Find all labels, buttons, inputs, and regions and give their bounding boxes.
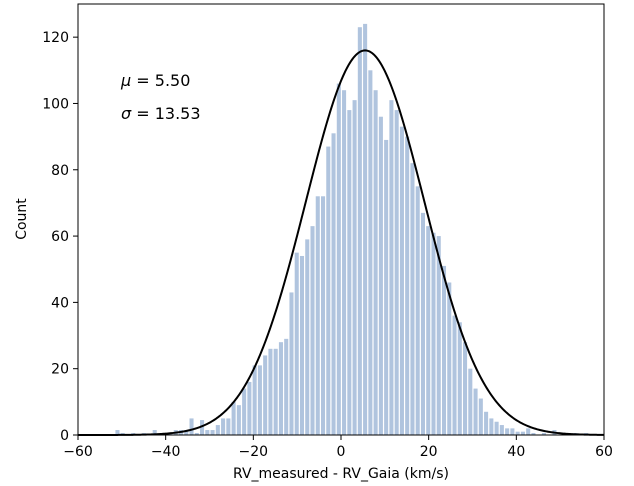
histogram-bar (415, 186, 420, 435)
histogram-bar (478, 398, 483, 435)
histogram-bar (347, 110, 352, 435)
x-tick-label: −60 (63, 444, 93, 460)
y-axis-ticks: 0 20 40 60 80 100 120 (42, 30, 78, 444)
x-tick-label: 0 (337, 444, 346, 460)
histogram-bar (310, 226, 315, 435)
sigma-symbol: σ (121, 104, 132, 123)
histogram-bar (373, 90, 378, 435)
histogram-bar (510, 428, 515, 435)
histogram-bar (284, 338, 289, 435)
x-tick-label: 60 (595, 444, 613, 460)
histogram-bar (252, 365, 257, 435)
histogram-bar (394, 110, 399, 435)
histogram-bar (468, 368, 473, 435)
histogram-bar (526, 428, 531, 435)
mu-annotation: μ = 5.50 (120, 71, 190, 90)
histogram-bar (289, 292, 294, 435)
gaussian-fit-curve (78, 49, 604, 436)
histogram-bar (242, 388, 247, 435)
histogram-bar (431, 232, 436, 435)
x-axis-label: RV_measured - RV_Gaia (km/s) (233, 466, 449, 482)
histogram-bar (420, 212, 425, 435)
sigma-annotation: σ = 13.53 (121, 104, 201, 123)
histogram-bar (342, 90, 347, 435)
plot-frame (77, 3, 605, 436)
histogram-bar (363, 23, 368, 435)
histogram-bar (426, 226, 431, 435)
sigma-value: = 13.53 (131, 104, 200, 123)
y-axis-label: Count (14, 198, 30, 240)
histogram-bar (447, 282, 452, 435)
histogram-bar (210, 430, 215, 435)
histogram-bar (352, 100, 357, 436)
histogram-bar (399, 126, 404, 436)
histogram-bar (368, 70, 373, 435)
histogram-bar (515, 431, 520, 435)
y-tick-label: 80 (51, 163, 69, 179)
histogram-bar (541, 433, 546, 435)
histogram-bar (247, 381, 252, 435)
histogram-bar (405, 136, 410, 435)
x-tick-label: −20 (239, 444, 269, 460)
histogram-bar (226, 418, 231, 435)
histogram-bar (221, 418, 226, 435)
histogram-bar (389, 100, 394, 436)
x-tick-label: 40 (507, 444, 525, 460)
y-tick-label: 100 (42, 96, 69, 112)
histogram-bar (215, 425, 220, 435)
histogram-bar (200, 420, 205, 435)
histogram-bar (505, 428, 510, 435)
histogram-bar (194, 433, 199, 435)
histogram-bar (263, 355, 268, 435)
histogram-bar (357, 27, 362, 436)
x-axis-ticks: −60 −40 −20 0 20 40 60 (63, 435, 613, 460)
histogram-bar (184, 430, 189, 435)
histogram-bar (205, 430, 210, 435)
histogram-bar (231, 401, 236, 435)
histogram-bar (257, 365, 262, 435)
histogram-bar (189, 418, 194, 435)
histogram-bar (336, 83, 341, 435)
histogram-bar (152, 430, 157, 435)
histogram-bars (115, 23, 589, 436)
x-tick-label: −40 (151, 444, 181, 460)
histogram-bar (326, 146, 331, 435)
histogram-bar (115, 430, 120, 435)
histogram-bar (321, 196, 326, 435)
histogram-bar (410, 163, 415, 435)
histogram-bar (236, 405, 241, 435)
histogram-bar (473, 388, 478, 435)
histogram-bar (489, 418, 494, 435)
histogram-bar (305, 239, 310, 435)
histogram-bar (315, 196, 320, 435)
histogram-bar (278, 342, 283, 435)
histogram-bar (457, 322, 462, 435)
histogram-bar (499, 425, 504, 435)
histogram-bar (520, 431, 525, 435)
x-tick-label: 20 (420, 444, 438, 460)
histogram-bar (484, 411, 489, 435)
y-tick-label: 120 (42, 30, 69, 46)
mu-value: = 5.50 (131, 71, 190, 90)
y-tick-label: 0 (60, 428, 69, 444)
histogram-bar (268, 348, 273, 435)
histogram-bar (436, 236, 441, 435)
histogram-bar (452, 315, 457, 435)
histogram-bar (294, 252, 299, 435)
histogram-bar (463, 342, 468, 435)
histogram-bar (273, 348, 278, 435)
histogram-bar (441, 265, 447, 435)
histogram-bar (378, 116, 383, 435)
histogram-bar (531, 433, 536, 435)
y-tick-label: 20 (51, 362, 69, 378)
y-tick-label: 60 (51, 229, 69, 245)
histogram-bar (384, 139, 389, 435)
histogram-bar (494, 421, 499, 435)
mu-symbol: μ (120, 71, 131, 90)
histogram-bar (331, 133, 336, 436)
y-tick-label: 40 (51, 295, 69, 311)
histogram-bar (299, 255, 305, 435)
